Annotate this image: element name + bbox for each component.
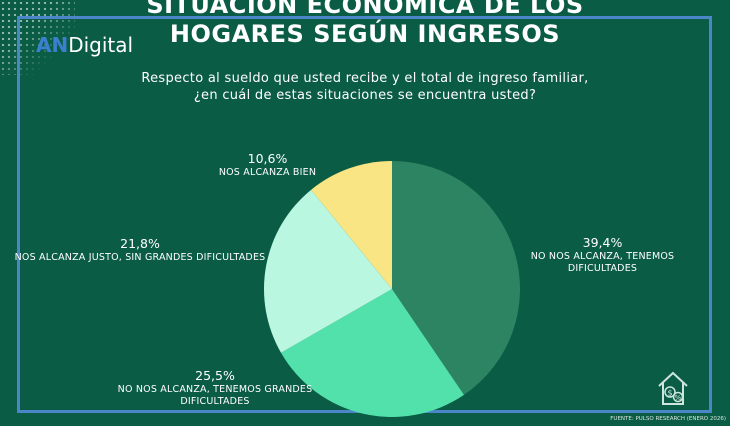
logo-an-text: AN xyxy=(36,33,69,57)
svg-text:%: % xyxy=(675,394,682,402)
logo-digital-text: Digital xyxy=(68,33,134,57)
chart-subtitle-line1: Respecto al sueldo que usted recibe y el… xyxy=(141,71,589,86)
brand-logo: ANDigital xyxy=(36,33,133,57)
label-slice-3: 10,6% NOS ALCANZA BIEN xyxy=(205,151,330,179)
chart-title: SITUACIÓN ECONÓMICA DE LOS HOGARES SEGÚN… xyxy=(100,0,630,49)
slice-1-text-line1: NO NOS ALCANZA, TENEMOS GRANDES xyxy=(117,384,313,395)
slice-0-text-line2: DIFICULTADES xyxy=(567,263,638,274)
source-note: FUENTE: PULSO RESEARCH (ENERO 2026) xyxy=(610,416,726,422)
pie-slice-2 xyxy=(264,189,392,353)
slice-0-text-line1: NO NOS ALCANZA, TENEMOS xyxy=(530,251,675,262)
pie-slice-1 xyxy=(281,289,464,417)
slice-1-percent: 25,5% xyxy=(195,368,235,383)
slice-3-text-line1: NOS ALCANZA BIEN xyxy=(218,167,317,178)
chart-subtitle-line2: ¿en cuál de estas situaciones se encuent… xyxy=(193,88,537,103)
chart-title-line2: HOGARES SEGÚN INGRESOS xyxy=(169,20,561,48)
house-money-icon: $ % xyxy=(655,368,691,412)
dot-pattern-decoration xyxy=(0,0,75,75)
chart-title-line1: SITUACIÓN ECONÓMICA DE LOS xyxy=(146,0,584,19)
slice-3-percent: 10,6% xyxy=(247,151,288,166)
slice-1-text-line2: DIFICULTADES xyxy=(180,396,250,407)
slice-2-text-line1: NOS ALCANZA JUSTO, SIN GRANDES DIFICULTA… xyxy=(14,252,266,263)
label-slice-1: 25,5% NO NOS ALCANZA, TENEMOS GRANDES DI… xyxy=(95,368,335,408)
pie-slice-3 xyxy=(311,161,392,289)
slice-0-percent: 39,4% xyxy=(582,235,623,250)
label-slice-0: 39,4% NO NOS ALCANZA, TENEMOS DIFICULTAD… xyxy=(520,235,685,275)
chart-subtitle: Respecto al sueldo que usted recibe y el… xyxy=(90,70,640,104)
label-slice-2: 21,8% NOS ALCANZA JUSTO, SIN GRANDES DIF… xyxy=(10,236,270,264)
slice-2-percent: 21,8% xyxy=(120,236,160,251)
pie-slice-0 xyxy=(392,161,520,395)
svg-text:$: $ xyxy=(667,389,672,398)
